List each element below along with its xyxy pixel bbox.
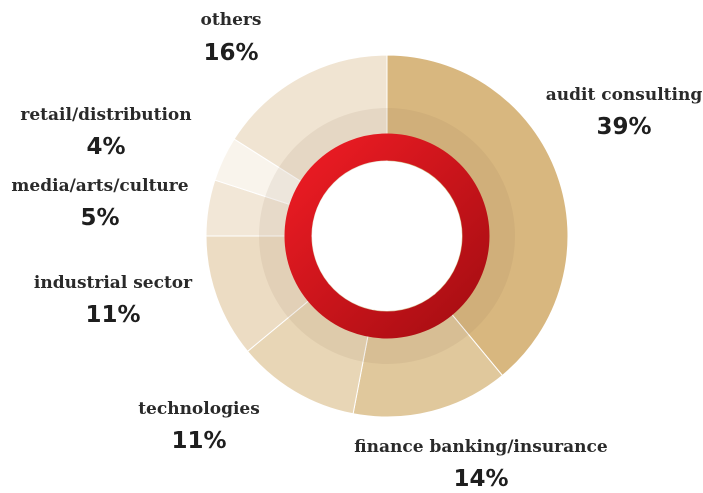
value-others: 16% (203, 40, 258, 66)
value-media-arts-culture: 5% (80, 205, 119, 231)
donut-hole (312, 161, 462, 311)
inner-red-ring (284, 133, 490, 339)
value-finance-banking: 14% (453, 466, 508, 492)
value-industrial-sector: 11% (85, 302, 140, 328)
label-others: others (201, 10, 262, 30)
label-media-arts-culture: media/arts/culture (11, 176, 188, 196)
label-industrial-sector: industrial sector (34, 273, 193, 293)
value-retail-distribution: 4% (86, 134, 125, 160)
value-technologies: 11% (171, 428, 226, 454)
label-technologies: technologies (138, 399, 260, 419)
value-audit-consulting: 39% (596, 114, 651, 140)
label-audit-consulting: audit consulting (546, 85, 703, 105)
label-finance-banking: finance banking/insurance (354, 437, 608, 457)
label-retail-distribution: retail/distribution (20, 105, 191, 125)
